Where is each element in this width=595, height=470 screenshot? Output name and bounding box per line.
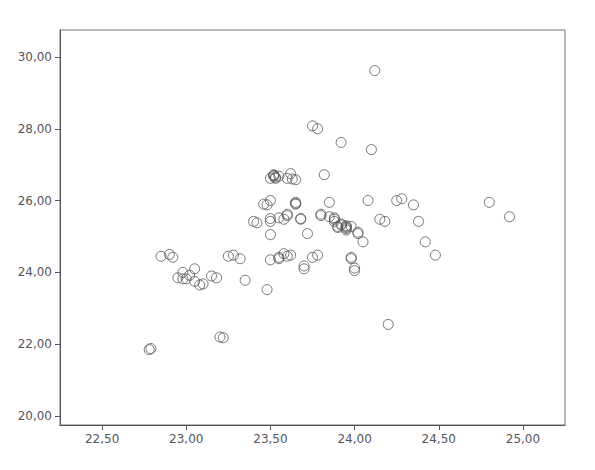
svg-text:22,00: 22,00	[18, 337, 52, 351]
svg-text:23,00: 23,00	[169, 432, 203, 446]
svg-text:26,00: 26,00	[18, 194, 52, 208]
svg-text:24,50: 24,50	[422, 432, 456, 446]
svg-text:24,00: 24,00	[337, 432, 371, 446]
svg-text:22,50: 22,50	[85, 432, 119, 446]
svg-text:23,50: 23,50	[253, 432, 287, 446]
svg-text:24,00: 24,00	[18, 265, 52, 279]
svg-text:28,00: 28,00	[18, 122, 52, 136]
svg-text:25,00: 25,00	[506, 432, 540, 446]
svg-text:20,00: 20,00	[18, 409, 52, 423]
svg-text:30,00: 30,00	[18, 50, 52, 64]
